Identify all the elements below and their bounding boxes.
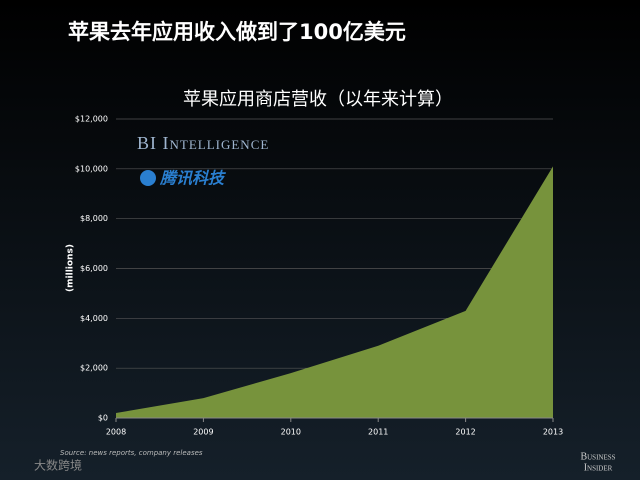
- y-tick-label: $0: [98, 414, 108, 423]
- x-tick-label: 2013: [543, 428, 563, 437]
- x-tick-label: 2012: [455, 428, 475, 437]
- y-axis-label: (millions): [66, 244, 76, 292]
- y-tick-label: $2,000: [80, 364, 108, 373]
- chart-title: 苹果应用商店营收（以年来计算）: [183, 89, 453, 110]
- site-mark: 大数跨境: [34, 458, 82, 473]
- source: Source: news reports, company releases: [60, 449, 203, 457]
- headline: 苹果去年应用收入做到了100亿美元: [68, 20, 406, 44]
- y-tick-label: $4,000: [80, 314, 108, 323]
- y-tick-label: $8,000: [80, 214, 108, 223]
- y-tick-label: $6,000: [80, 264, 108, 273]
- watermark-icon: [140, 170, 156, 186]
- y-tick-label: $10,000: [75, 164, 108, 173]
- y-tick-label: $12,000: [75, 115, 108, 124]
- logo: BI Intelligence: [137, 133, 269, 153]
- x-tick-label: 2009: [193, 428, 213, 437]
- watermark: 腾讯科技: [159, 169, 226, 188]
- x-tick-label: 2011: [368, 428, 388, 437]
- x-tick-label: 2008: [106, 428, 126, 437]
- area: [116, 166, 553, 418]
- x-tick-label: 2010: [281, 428, 301, 437]
- brand: Business: [580, 451, 615, 462]
- brand: Insider: [584, 462, 613, 473]
